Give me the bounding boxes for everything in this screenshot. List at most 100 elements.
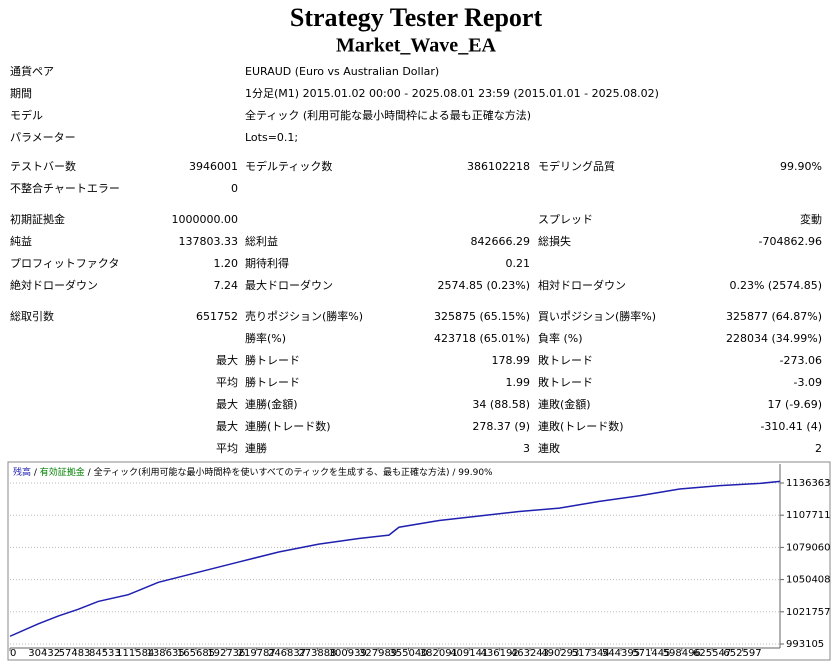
info-label: 期間 bbox=[10, 87, 32, 100]
stat-value: 2 bbox=[815, 442, 822, 455]
stat-value: 99.90% bbox=[780, 160, 822, 173]
x-tick-label: 84533 bbox=[89, 648, 121, 659]
stat-label: 連敗 bbox=[538, 441, 560, 455]
x-tick-label: 219787 bbox=[238, 648, 276, 659]
y-tick-label: 1079060 bbox=[786, 542, 831, 553]
y-tick-label: 1021757 bbox=[786, 607, 831, 618]
stat-label: 連敗(金額) bbox=[538, 397, 591, 411]
stat-value: 変動 bbox=[800, 212, 822, 226]
info-value: 1分足(M1) 2015.01.02 00:00 - 2025.08.01 23… bbox=[245, 87, 659, 100]
stat-label: 連勝(金額) bbox=[245, 397, 298, 411]
stat-value: 最大 bbox=[216, 353, 238, 367]
x-tick-label: 490293 bbox=[541, 648, 579, 659]
x-tick-label: 138635 bbox=[147, 648, 185, 659]
legend-part: 残高 bbox=[13, 466, 31, 478]
y-tick-label: 1107711 bbox=[786, 510, 831, 521]
x-tick-label: 382091 bbox=[420, 648, 458, 659]
stat-value: -310.41 (4) bbox=[760, 420, 822, 433]
stat-label: スプレッド bbox=[538, 213, 593, 226]
stat-label: 勝トレード bbox=[245, 353, 300, 367]
stat-value: 651752 bbox=[196, 310, 238, 323]
stat-label: 最大ドローダウン bbox=[245, 278, 333, 292]
y-tick-label: 1136363 bbox=[786, 478, 831, 489]
x-tick-label: 544395 bbox=[602, 648, 640, 659]
legend-part: 全ティック(利用可能な最小時間枠を使いすべてのティックを生成する、最も正確な方法… bbox=[94, 466, 450, 478]
stat-label: 期待利得 bbox=[245, 256, 289, 270]
stat-value: 3946001 bbox=[189, 160, 238, 173]
x-tick-label: 625547 bbox=[693, 648, 731, 659]
x-tick-label: 57483 bbox=[59, 648, 91, 659]
x-tick-label: 246837 bbox=[268, 648, 306, 659]
x-tick-label: 355040 bbox=[389, 648, 427, 659]
balance-line bbox=[9, 480, 781, 637]
stat-label: 敗トレード bbox=[538, 375, 593, 389]
stat-label: 連敗(トレード数) bbox=[538, 419, 624, 433]
stat-value: -273.06 bbox=[780, 354, 822, 367]
x-tick-label: 111584 bbox=[116, 648, 154, 659]
stat-label: 連勝 bbox=[245, 441, 267, 455]
stat-value: 278.37 (9) bbox=[472, 420, 530, 433]
legend: 残高 / 有効証拠金 / 全ティック(利用可能な最小時間枠を使いすべてのティック… bbox=[13, 466, 493, 478]
stat-value: 平均 bbox=[216, 376, 238, 389]
stat-label: 勝率(%) bbox=[245, 331, 286, 345]
stat-value: 842666.29 bbox=[471, 235, 531, 248]
stat-value: 1000000.00 bbox=[172, 213, 238, 226]
info-value: 全ティック (利用可能な最小時間枠による最も正確な方法) bbox=[245, 108, 531, 122]
stat-value: 0.23% (2574.85) bbox=[729, 279, 822, 292]
stat-value: 0.21 bbox=[506, 257, 531, 270]
stat-value: 34 (88.58) bbox=[472, 398, 530, 411]
x-tick-label: 0 bbox=[10, 648, 16, 659]
report-title: Strategy Tester Report bbox=[290, 3, 543, 32]
legend-part: 有効証拠金 bbox=[40, 466, 85, 478]
stat-label: 買いポジション(勝率%) bbox=[538, 309, 656, 323]
stat-value: -704862.96 bbox=[759, 235, 822, 248]
x-tick-label: 192736 bbox=[207, 648, 245, 659]
stat-value: 1.99 bbox=[506, 376, 531, 389]
y-tick-label: 1050408 bbox=[786, 575, 831, 586]
info-label: パラメーター bbox=[10, 131, 76, 144]
x-tick-label: 652597 bbox=[723, 648, 761, 659]
x-tick-label: 165685 bbox=[177, 648, 215, 659]
y-tick-label: 993105 bbox=[786, 639, 824, 650]
stat-value: 7.24 bbox=[214, 279, 239, 292]
info-label: 通貨ペア bbox=[10, 64, 54, 78]
x-tick-label: 517344 bbox=[572, 648, 610, 659]
stat-value: 平均 bbox=[216, 442, 238, 455]
report-subtitle: Market_Wave_EA bbox=[336, 35, 497, 57]
stat-value: 0 bbox=[231, 182, 238, 195]
stat-label: 総取引数 bbox=[10, 309, 54, 323]
stat-value: 最大 bbox=[216, 397, 238, 411]
x-tick-label: 463243 bbox=[511, 648, 549, 659]
stat-value: 325877 (64.87%) bbox=[726, 310, 822, 323]
stat-label: 相対ドローダウン bbox=[538, 278, 626, 292]
stat-value: 423718 (65.01%) bbox=[434, 332, 530, 345]
stat-value: 最大 bbox=[216, 419, 238, 433]
stat-value: -3.09 bbox=[794, 376, 822, 389]
stat-label: 絶対ドローダウン bbox=[10, 278, 98, 292]
stat-value: 17 (-9.69) bbox=[767, 398, 822, 411]
stat-label: モデリング品質 bbox=[538, 159, 615, 173]
stat-label: 不整合チャートエラー bbox=[10, 181, 120, 195]
stat-value: 3 bbox=[523, 442, 530, 455]
stat-value: 228034 (34.99%) bbox=[726, 332, 822, 345]
x-tick-label: 300939 bbox=[329, 648, 367, 659]
stat-value: 325875 (65.15%) bbox=[434, 310, 530, 323]
stat-label: 総利益 bbox=[245, 234, 278, 248]
stat-label: 勝トレード bbox=[245, 375, 300, 389]
info-label: モデル bbox=[10, 108, 43, 122]
stat-value: 2574.85 (0.23%) bbox=[437, 279, 530, 292]
legend-part: 99.90% bbox=[458, 468, 493, 478]
x-tick-label: 598496 bbox=[663, 648, 701, 659]
stat-label: 売りポジション(勝率%) bbox=[245, 309, 363, 323]
legend-part: / bbox=[31, 468, 40, 478]
stat-value: 1.20 bbox=[214, 257, 239, 270]
stat-label: 敗トレード bbox=[538, 353, 593, 367]
stat-label: プロフィットファクタ bbox=[10, 257, 119, 270]
info-value: Lots=0.1; bbox=[245, 131, 298, 144]
chart-frame bbox=[7, 461, 831, 661]
stat-label: 純益 bbox=[10, 234, 32, 248]
stat-label: モデルティック数 bbox=[245, 159, 332, 173]
x-tick-label: 436192 bbox=[481, 648, 519, 659]
stat-value: 178.99 bbox=[492, 354, 531, 367]
